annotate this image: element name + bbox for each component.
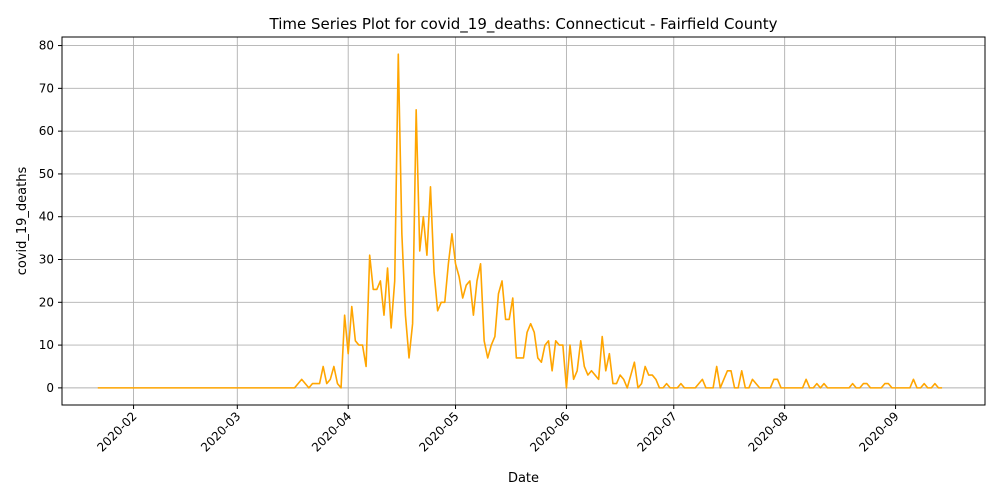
y-tick-label: 40: [39, 210, 54, 224]
chart-title: Time Series Plot for covid_19_deaths: Co…: [269, 15, 778, 34]
x-tick-label: 2020-03: [198, 409, 243, 454]
plot-frame: [61, 36, 986, 406]
y-tick-label: 80: [39, 39, 54, 53]
y-tick-label: 30: [39, 253, 54, 267]
x-tick-label: 2020-07: [635, 409, 680, 454]
x-axis-label: Date: [508, 471, 539, 486]
y-axis: 0 10 20 30 40 50 60 70 80: [39, 39, 62, 395]
series-line-group: [97, 53, 943, 389]
y-tick-label: 50: [39, 167, 54, 181]
y-axis-label: covid_19_deaths: [15, 167, 30, 276]
grid-lines: [62, 37, 985, 405]
y-tick-label: 10: [39, 338, 54, 352]
series-line: [97, 53, 943, 389]
x-tick-label: 2020-06: [527, 409, 572, 454]
y-tick-label: 60: [39, 124, 54, 138]
x-tick-label: 2020-08: [745, 409, 790, 454]
y-tick-label: 20: [39, 295, 54, 309]
x-tick-label: 2020-09: [856, 409, 901, 454]
y-tick-label: 0: [46, 381, 54, 395]
x-tick-label: 2020-05: [416, 409, 461, 454]
y-tick-label: 70: [39, 81, 54, 95]
x-axis: 2020-02 2020-03 2020-04 2020-05 2020-06 2020-…: [94, 405, 902, 455]
x-tick-label: 2020-02: [94, 409, 139, 454]
x-tick-label: 2020-04: [309, 409, 354, 454]
